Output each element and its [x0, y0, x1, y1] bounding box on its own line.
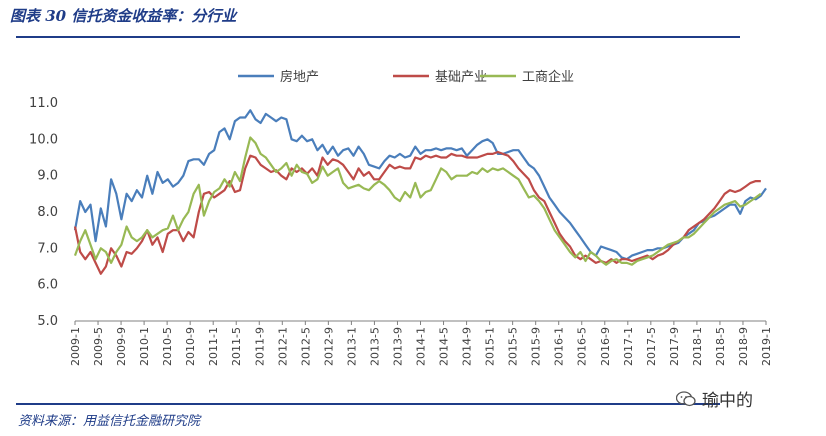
y-tick-label: 5.0: [37, 314, 58, 329]
x-axis: 2009-1 2009-5 2009-9 2010-1 2010-5 2010-9 2011…: [69, 320, 773, 366]
series-lines: [73, 109, 767, 275]
x-tick-label: 2019-1: [760, 327, 773, 366]
series-line-3: [73, 136, 762, 266]
x-tick-label: 2017-9: [668, 327, 681, 366]
x-tick-label: 2013-9: [391, 327, 404, 366]
x-tick-label: 2017-5: [645, 327, 658, 366]
x-tick-label: 2012-1: [276, 327, 289, 366]
x-tick-label: 2010-9: [184, 327, 197, 366]
x-tick-label: 2009-9: [115, 327, 128, 366]
x-tick-label: 2013-1: [345, 327, 358, 366]
x-tick-label: 2018-5: [714, 327, 727, 366]
y-tick-label: 9.0: [37, 169, 58, 184]
watermark: 瑜中的: [676, 386, 753, 411]
watermark-text: 瑜中的: [702, 391, 753, 411]
x-tick-label: 2015-1: [484, 327, 497, 366]
x-tick-label: 2016-5: [576, 327, 589, 366]
x-tick-label: 2012-5: [299, 327, 312, 366]
series-line-2: [73, 150, 761, 275]
series-line-1: [73, 109, 767, 261]
legend: 房地产 基础产业 工商企业: [238, 69, 574, 85]
x-tick-label: 2018-9: [737, 327, 750, 366]
x-tick-label: 2013-5: [368, 327, 381, 366]
x-tick-label: 2009-1: [69, 327, 82, 366]
x-tick-label: 2010-5: [161, 327, 174, 366]
figure-title: 图表 30 信托资金收益率：分行业: [10, 7, 237, 25]
x-tick-label: 2009-5: [92, 327, 105, 366]
bottom-rule: [16, 403, 720, 405]
x-tick-label: 2011-9: [253, 327, 266, 366]
y-tick-label: 11.0: [29, 96, 58, 111]
x-tick-label: 2015-9: [530, 327, 543, 366]
x-tick-label: 2011-5: [230, 327, 243, 366]
x-tick-label: 2014-1: [415, 327, 428, 366]
wechat-icon: [676, 390, 696, 406]
x-tick-label: 2014-9: [461, 327, 474, 366]
y-tick-label: 8.0: [37, 205, 58, 220]
x-tick-label: 2017-1: [622, 327, 635, 366]
y-axis: 5.0 6.0 7.0 8.0 9.0 10.0 11.0: [29, 96, 58, 329]
legend-label-1: 房地产: [280, 69, 319, 85]
x-tick-label: 2016-1: [553, 327, 566, 366]
source-note: 资料来源：用益信托金融研究院: [18, 414, 201, 429]
y-tick-label: 10.0: [29, 132, 58, 147]
x-tick-label: 2018-1: [691, 327, 704, 366]
y-tick-label: 7.0: [37, 241, 58, 256]
y-tick-label: 6.0: [37, 278, 58, 293]
title-rule: [16, 36, 740, 38]
x-tick-label: 2014-5: [438, 327, 451, 366]
x-tick-label: 2012-9: [322, 327, 335, 366]
legend-label-3: 工商企业: [522, 69, 574, 85]
x-tick-label: 2016-9: [599, 327, 612, 366]
x-tick-label: 2015-5: [507, 327, 520, 366]
x-tick-label: 2010-1: [138, 327, 151, 366]
x-tick-label: 2011-1: [207, 327, 220, 366]
legend-label-2: 基础产业: [435, 70, 487, 85]
